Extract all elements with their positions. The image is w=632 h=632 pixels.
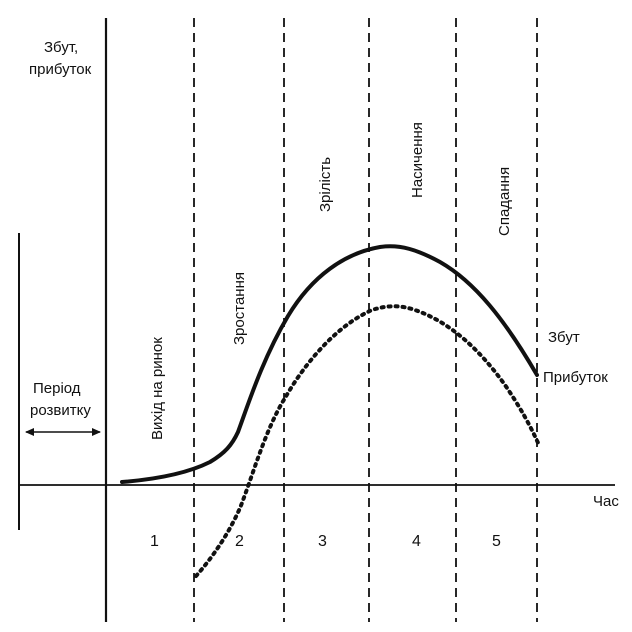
stage-number-3: 3 bbox=[318, 533, 327, 550]
development-label-line1: Період bbox=[33, 380, 81, 397]
development-label-line2: розвитку bbox=[30, 402, 91, 419]
stage-name-1: Вихід на ринок bbox=[149, 337, 166, 440]
profit-curve bbox=[194, 304, 541, 578]
sales-curve bbox=[120, 244, 539, 484]
profit-curve-label: Прибуток bbox=[543, 369, 608, 386]
stage-name-2: Зростання bbox=[231, 272, 248, 345]
stage-number-4: 4 bbox=[412, 533, 421, 550]
y-axis-label-line2: прибуток bbox=[29, 61, 92, 78]
x-axis-label: Час bbox=[593, 493, 619, 510]
stage-name-4: Насичення bbox=[409, 122, 426, 198]
y-axis-label-line1: Збут, bbox=[44, 39, 78, 56]
stage-name-3: Зрілість bbox=[317, 157, 334, 212]
sales-curve-label: Збут bbox=[548, 329, 580, 346]
stage-number-2: 2 bbox=[235, 533, 244, 550]
stage-number-5: 5 bbox=[492, 533, 501, 550]
stage-name-5: Спадання bbox=[496, 167, 513, 236]
stage-number-1: 1 bbox=[150, 533, 159, 550]
